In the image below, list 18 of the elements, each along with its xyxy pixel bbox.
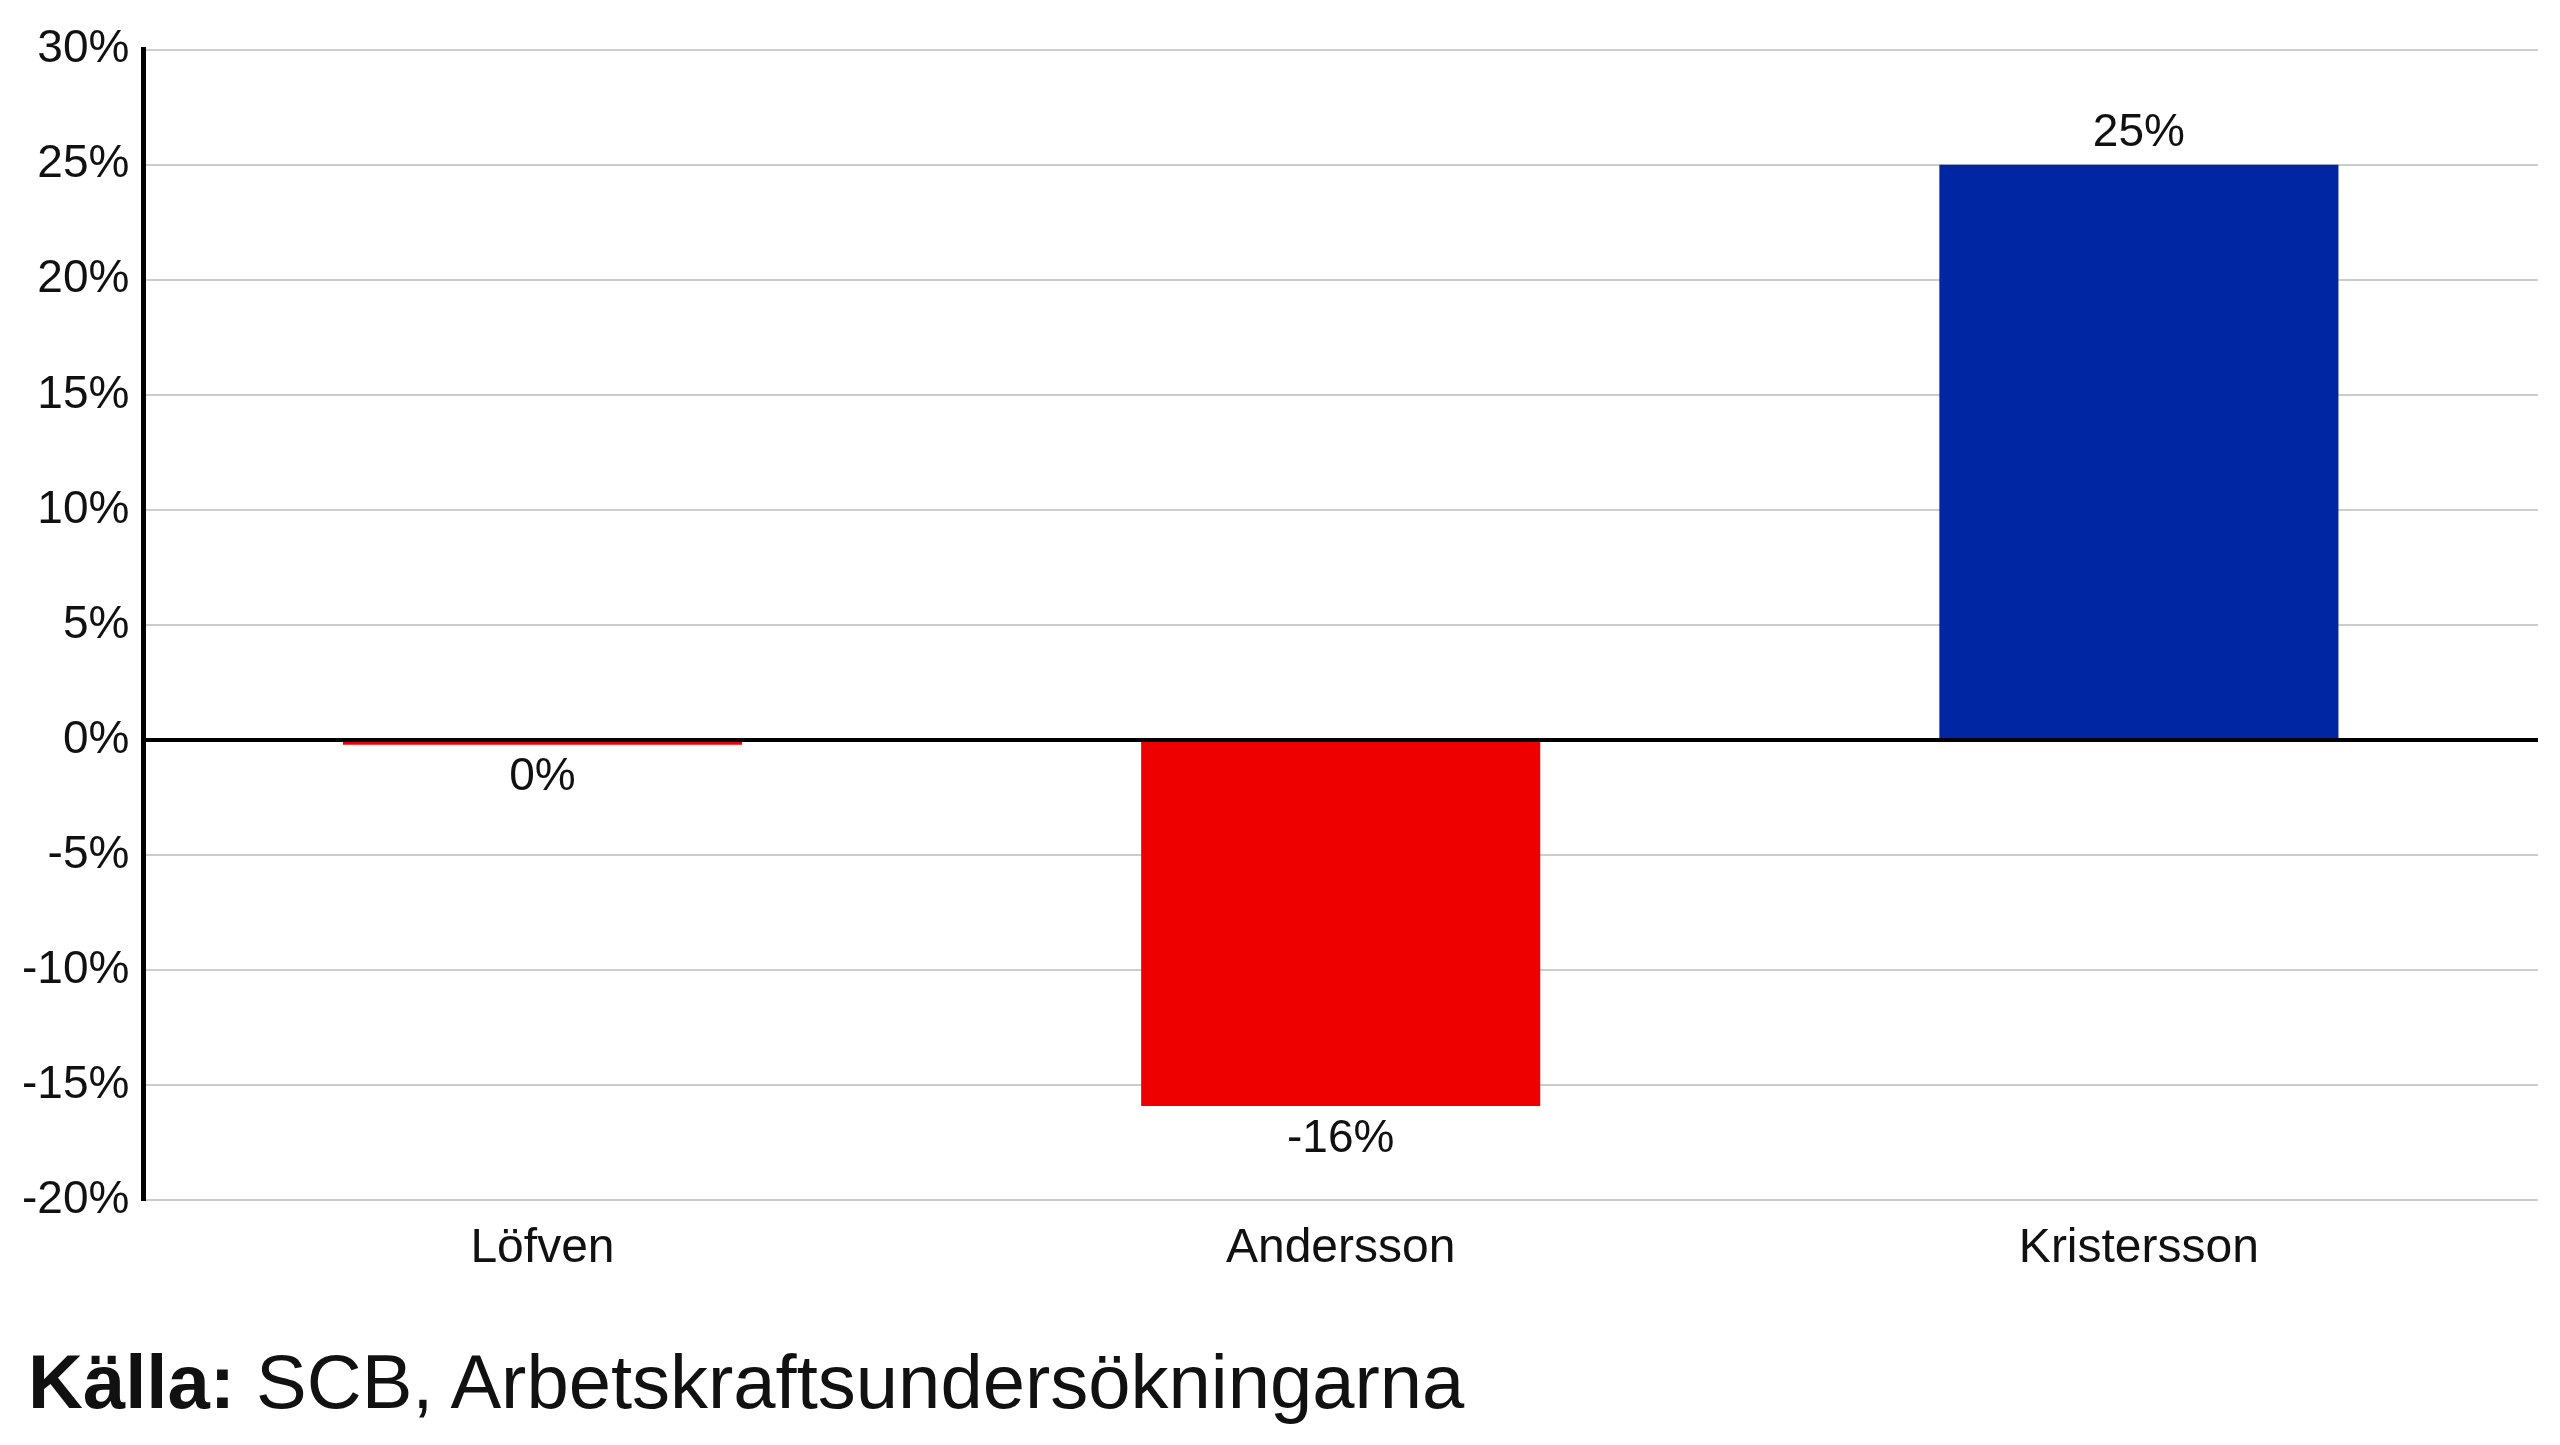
x-tick-label: Andersson <box>1225 1219 1456 1273</box>
y-tick-label: -10% <box>22 940 130 993</box>
x-tick-label: Löfven <box>470 1219 615 1273</box>
y-tick-label: 25% <box>37 135 130 188</box>
y-tick-label: -15% <box>22 1056 130 1109</box>
y-tick-label: -20% <box>22 1171 130 1224</box>
data-label: 0% <box>509 748 576 801</box>
data-label: 25% <box>2092 104 2185 157</box>
data-label: -16% <box>1287 1109 1395 1162</box>
y-tick-label: 5% <box>62 595 130 648</box>
y-tick-label: 30% <box>37 20 130 73</box>
y-tick-label: 15% <box>37 365 130 418</box>
y-tick-label: 10% <box>37 480 130 533</box>
y-tick-label: 0% <box>62 710 130 763</box>
x-tick-label: Kristersson <box>2018 1219 2259 1273</box>
y-tick-label: 20% <box>37 250 130 303</box>
text: Källa: SCB, Arbetskraftsundersökningarna <box>28 1339 1465 1424</box>
y-tick-label: -5% <box>47 825 130 878</box>
